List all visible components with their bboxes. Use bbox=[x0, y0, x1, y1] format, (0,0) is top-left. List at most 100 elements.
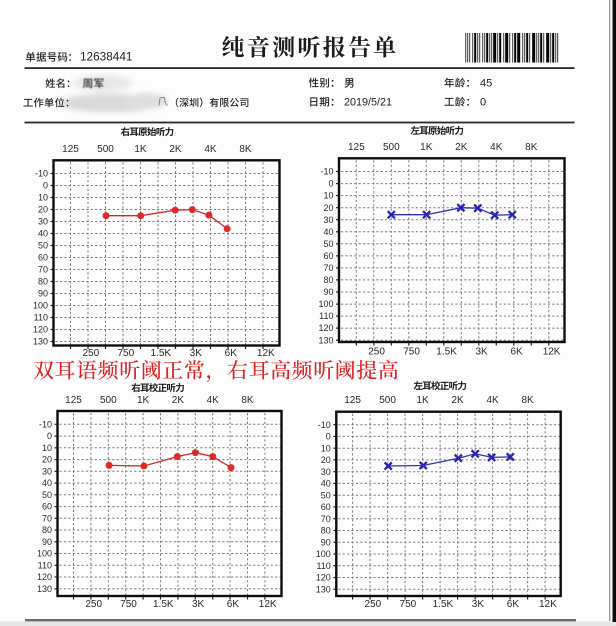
svg-text:20: 20 bbox=[321, 455, 331, 465]
svg-text:60: 60 bbox=[42, 502, 52, 512]
svg-text:80: 80 bbox=[321, 526, 331, 536]
svg-text:125: 125 bbox=[348, 142, 365, 153]
svg-text:90: 90 bbox=[42, 537, 52, 547]
svg-text:500: 500 bbox=[383, 142, 400, 153]
svg-text:50: 50 bbox=[323, 239, 333, 249]
svg-text:6K: 6K bbox=[510, 347, 523, 358]
svg-text:0: 0 bbox=[328, 179, 333, 189]
svg-text:-10: -10 bbox=[39, 419, 52, 429]
svg-text:70: 70 bbox=[321, 514, 331, 524]
svg-text:3K: 3K bbox=[472, 599, 485, 610]
svg-text:1.5K: 1.5K bbox=[151, 348, 172, 359]
svg-text:130: 130 bbox=[316, 584, 331, 594]
svg-text:0: 0 bbox=[480, 96, 486, 108]
svg-text:1.5K: 1.5K bbox=[153, 599, 174, 610]
svg-text:10: 10 bbox=[42, 443, 52, 453]
svg-text:100: 100 bbox=[316, 549, 331, 559]
svg-text:250: 250 bbox=[365, 599, 382, 610]
svg-text:12K: 12K bbox=[257, 348, 275, 359]
svg-text:130: 130 bbox=[318, 335, 333, 345]
svg-text:120: 120 bbox=[318, 323, 333, 333]
svg-text:20: 20 bbox=[323, 203, 333, 213]
svg-text:80: 80 bbox=[38, 277, 48, 287]
svg-text:2K: 2K bbox=[451, 395, 464, 406]
svg-text:10: 10 bbox=[321, 443, 331, 453]
svg-text:70: 70 bbox=[42, 513, 52, 523]
svg-text:0: 0 bbox=[326, 432, 331, 442]
svg-text:100: 100 bbox=[37, 549, 52, 559]
svg-text:60: 60 bbox=[323, 251, 333, 261]
svg-text:130: 130 bbox=[33, 337, 48, 347]
svg-text:500: 500 bbox=[379, 395, 396, 406]
svg-text:120: 120 bbox=[33, 325, 48, 335]
svg-text:6K: 6K bbox=[225, 348, 238, 359]
svg-text:8K: 8K bbox=[525, 142, 538, 153]
svg-text:10: 10 bbox=[38, 193, 48, 203]
svg-text:40: 40 bbox=[323, 227, 333, 237]
svg-text:12K: 12K bbox=[539, 599, 557, 610]
svg-text:110: 110 bbox=[34, 313, 48, 323]
svg-text:-10: -10 bbox=[35, 169, 48, 179]
svg-text:30: 30 bbox=[38, 217, 48, 227]
svg-text:20: 20 bbox=[38, 205, 48, 215]
svg-text:8K: 8K bbox=[239, 144, 252, 155]
svg-text:0: 0 bbox=[43, 181, 48, 191]
svg-text:750: 750 bbox=[117, 348, 134, 359]
svg-text:4K: 4K bbox=[204, 144, 217, 155]
svg-text:100: 100 bbox=[33, 301, 48, 311]
svg-text:1.5K: 1.5K bbox=[433, 599, 454, 610]
svg-text:2K: 2K bbox=[455, 142, 468, 153]
svg-text:100: 100 bbox=[318, 299, 333, 309]
svg-text:110: 110 bbox=[316, 561, 330, 571]
svg-text:90: 90 bbox=[323, 287, 333, 297]
svg-text:40: 40 bbox=[42, 478, 52, 488]
svg-text:50: 50 bbox=[321, 490, 331, 500]
svg-text:80: 80 bbox=[42, 525, 52, 535]
svg-text:10: 10 bbox=[323, 191, 333, 201]
svg-text:70: 70 bbox=[323, 263, 333, 273]
svg-text:1K: 1K bbox=[137, 395, 150, 406]
svg-text:20: 20 bbox=[42, 455, 52, 465]
svg-text:125: 125 bbox=[62, 144, 79, 155]
svg-text:250: 250 bbox=[368, 347, 385, 358]
svg-text:2K: 2K bbox=[172, 395, 185, 406]
svg-text:8K: 8K bbox=[241, 395, 254, 406]
svg-text:125: 125 bbox=[65, 395, 82, 406]
svg-text:750: 750 bbox=[400, 599, 417, 610]
svg-text:-10: -10 bbox=[318, 420, 331, 430]
svg-text:500: 500 bbox=[100, 395, 117, 406]
svg-text:80: 80 bbox=[323, 275, 333, 285]
svg-text:50: 50 bbox=[42, 490, 52, 500]
svg-text:2K: 2K bbox=[169, 144, 182, 155]
svg-text:40: 40 bbox=[321, 479, 331, 489]
svg-text:250: 250 bbox=[82, 348, 99, 359]
svg-text:750: 750 bbox=[403, 347, 420, 358]
svg-text:125: 125 bbox=[344, 395, 361, 406]
svg-text:1K: 1K bbox=[420, 142, 433, 153]
svg-text:120: 120 bbox=[316, 573, 331, 583]
svg-text:90: 90 bbox=[321, 537, 331, 547]
svg-text:4K: 4K bbox=[486, 395, 499, 406]
svg-text:4K: 4K bbox=[207, 395, 220, 406]
svg-text:30: 30 bbox=[42, 466, 52, 476]
svg-text:12K: 12K bbox=[543, 347, 561, 358]
svg-text:30: 30 bbox=[323, 215, 333, 225]
svg-text:30: 30 bbox=[321, 467, 331, 477]
svg-text:750: 750 bbox=[120, 599, 137, 610]
svg-text:250: 250 bbox=[85, 599, 102, 610]
svg-text:12638441: 12638441 bbox=[80, 50, 133, 64]
svg-text:3K: 3K bbox=[190, 348, 203, 359]
svg-text:0: 0 bbox=[47, 431, 52, 441]
svg-text:1K: 1K bbox=[416, 395, 429, 406]
svg-text:500: 500 bbox=[97, 144, 114, 155]
svg-text:60: 60 bbox=[321, 502, 331, 512]
svg-text:130: 130 bbox=[37, 584, 52, 594]
svg-text:90: 90 bbox=[38, 289, 48, 299]
svg-text:1.5K: 1.5K bbox=[436, 347, 457, 358]
svg-text:50: 50 bbox=[38, 241, 48, 251]
svg-text:12K: 12K bbox=[259, 599, 277, 610]
svg-text:2019/5/21: 2019/5/21 bbox=[344, 96, 392, 108]
svg-text:-10: -10 bbox=[320, 167, 333, 177]
svg-text:70: 70 bbox=[38, 265, 48, 275]
svg-text:45: 45 bbox=[480, 78, 492, 90]
